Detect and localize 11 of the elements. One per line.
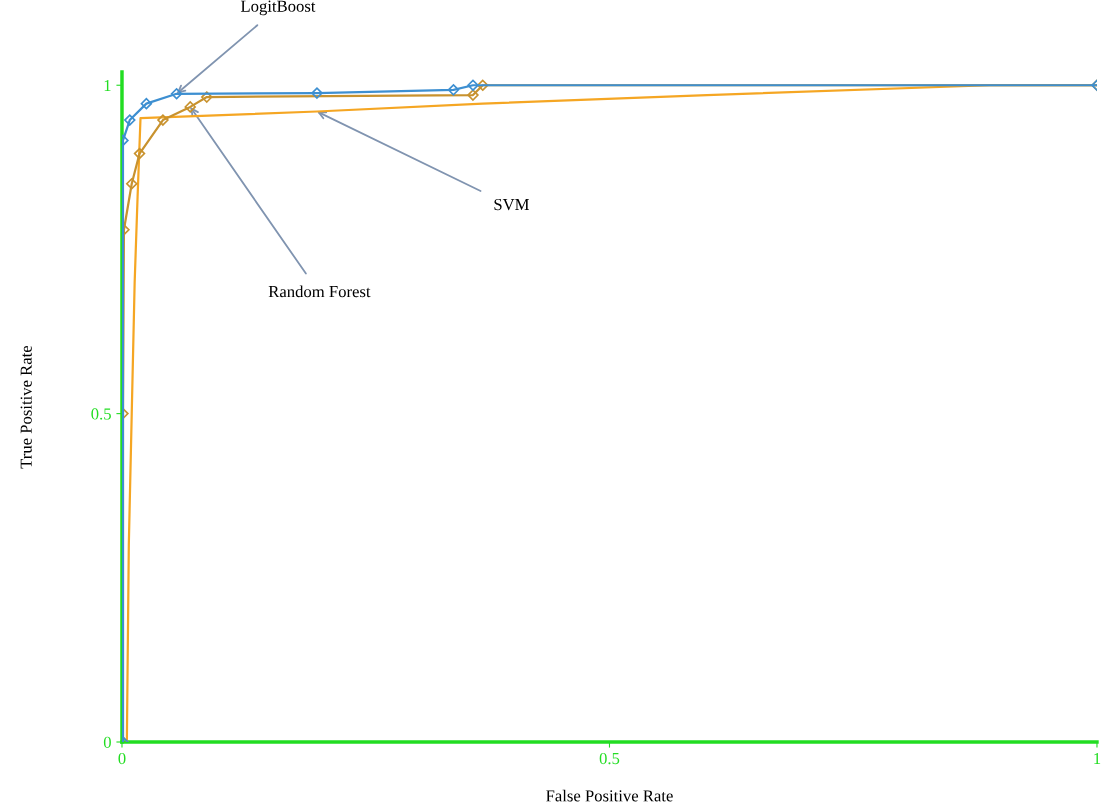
annotation: LogitBoost: [240, 0, 316, 16]
y-tick-label: 0: [103, 736, 111, 748]
annotation: Random Forest: [268, 285, 371, 298]
x-tick-label: 1: [1094, 752, 1101, 764]
x-tick-label: 0: [118, 752, 126, 765]
x-axis-title: False Positive Rate: [546, 789, 673, 802]
y-tick-label: 0.5: [91, 408, 111, 420]
annotation: SVM: [494, 198, 529, 211]
x-tick-label: 0.5: [599, 752, 620, 765]
y-tick-label: 1: [104, 80, 111, 92]
y-axis-title: True Positive Rate: [20, 345, 32, 469]
